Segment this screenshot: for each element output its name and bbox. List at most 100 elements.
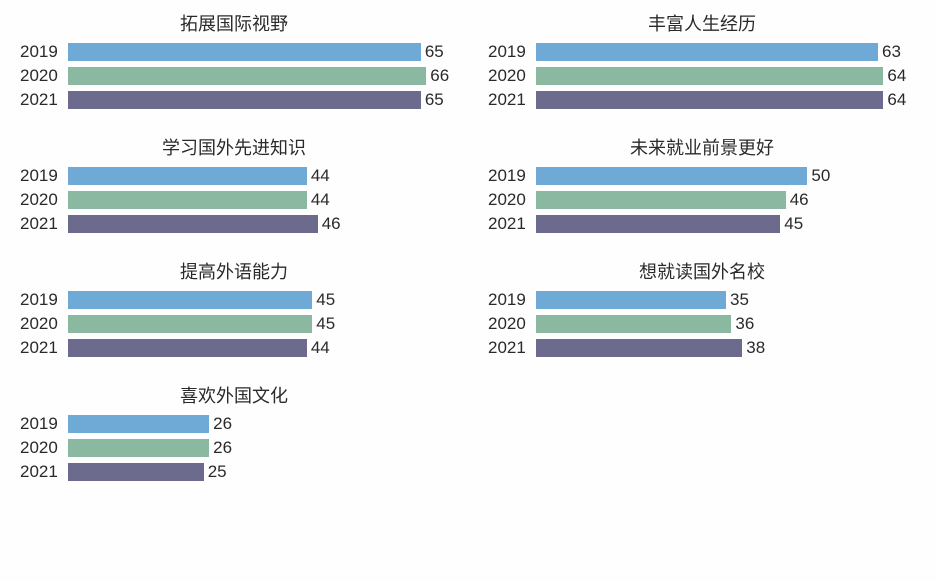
bar-year-label: 2020 (20, 190, 68, 210)
bar-value-label: 35 (730, 290, 749, 310)
bar-track: 66 (68, 67, 448, 85)
bar-year-label: 2019 (20, 414, 68, 434)
chart-grid: 拓展国际视野201965202066202165丰富人生经历2019632020… (20, 10, 916, 482)
bar-fill: 25 (68, 463, 204, 481)
bar-track: 46 (536, 191, 916, 209)
bar-value-label: 25 (208, 462, 227, 482)
bar-year-label: 2021 (488, 214, 536, 234)
bar-track: 26 (68, 439, 448, 457)
bar-fill: 44 (68, 167, 307, 185)
bar-value-label: 63 (882, 42, 901, 62)
bar-track: 46 (68, 215, 448, 233)
bar-row: 201965 (20, 42, 448, 62)
panel-bars: 201944202044202146 (20, 166, 448, 234)
bar-value-label: 45 (316, 290, 335, 310)
bar-value-label: 46 (322, 214, 341, 234)
bar-value-label: 44 (311, 190, 330, 210)
bar-value-label: 64 (887, 66, 906, 86)
bar-fill: 26 (68, 439, 209, 457)
bar-track: 44 (68, 191, 448, 209)
bar-fill: 46 (536, 191, 786, 209)
bar-value-label: 65 (425, 42, 444, 62)
bar-track: 44 (68, 167, 448, 185)
bar-fill: 63 (536, 43, 878, 61)
bar-fill: 44 (68, 191, 307, 209)
bar-year-label: 2020 (20, 66, 68, 86)
bar-row: 202045 (20, 314, 448, 334)
bar-fill: 65 (68, 91, 421, 109)
bar-value-label: 45 (316, 314, 335, 334)
bar-year-label: 2020 (488, 314, 536, 334)
bar-row: 202144 (20, 338, 448, 358)
bar-row: 202064 (488, 66, 916, 86)
bar-year-label: 2020 (488, 66, 536, 86)
bar-year-label: 2019 (488, 290, 536, 310)
chart-panel: 学习国外先进知识201944202044202146 (20, 134, 448, 234)
panel-bars: 201965202066202165 (20, 42, 448, 110)
panel-title: 喜欢外国文化 (20, 382, 448, 408)
bar-row: 202044 (20, 190, 448, 210)
bar-value-label: 36 (735, 314, 754, 334)
bar-track: 26 (68, 415, 448, 433)
bar-year-label: 2020 (488, 190, 536, 210)
panel-title: 未来就业前景更好 (488, 134, 916, 160)
bar-row: 202036 (488, 314, 916, 334)
panel-bars: 201945202045202144 (20, 290, 448, 358)
bar-fill: 36 (536, 315, 731, 333)
bar-value-label: 64 (887, 90, 906, 110)
bar-track: 36 (536, 315, 916, 333)
bar-track: 38 (536, 339, 916, 357)
bar-row: 2021 64 (488, 90, 916, 110)
chart-panel: 喜欢外国文化201926202026202125 (20, 382, 448, 482)
bar-value-label: 66 (430, 66, 449, 86)
bar-row: 202145 (488, 214, 916, 234)
bar-track: 45 (68, 291, 448, 309)
bar-year-label: 2020 (20, 314, 68, 334)
bar-value-label: 26 (213, 438, 232, 458)
bar-value-label: 38 (746, 338, 765, 358)
bar-fill: 66 (68, 67, 426, 85)
bar-value-label: 50 (811, 166, 830, 186)
bar-year-label: 2021 (20, 338, 68, 358)
bar-fill: 64 (536, 67, 883, 85)
bar-fill: 38 (536, 339, 742, 357)
bar-fill: 45 (536, 215, 780, 233)
bar-track: 65 (68, 91, 448, 109)
bar-fill: 44 (68, 339, 307, 357)
bar-row: 201950 (488, 166, 916, 186)
bar-year-label: 2019 (20, 166, 68, 186)
bar-row: 202026 (20, 438, 448, 458)
bar-track: 45 (68, 315, 448, 333)
bar-year-label: 2019 (20, 290, 68, 310)
bar-row: 201945 (20, 290, 448, 310)
bar-value-label: 46 (790, 190, 809, 210)
panel-title: 学习国外先进知识 (20, 134, 448, 160)
bar-value-label: 65 (425, 90, 444, 110)
bar-track: 50 (536, 167, 916, 185)
panel-bars: 201963202064202164 (488, 42, 916, 110)
chart-panel: 提高外语能力201945202045202144 (20, 258, 448, 358)
bar-value-label: 26 (213, 414, 232, 434)
panel-title: 想就读国外名校 (488, 258, 916, 284)
bar-row: 201963 (488, 42, 916, 62)
bar-year-label: 2021 (488, 90, 536, 110)
bar-fill: 46 (68, 215, 318, 233)
bar-year-label: 2021 (20, 462, 68, 482)
panel-title: 提高外语能力 (20, 258, 448, 284)
bar-track: 44 (68, 339, 448, 357)
bar-fill: 26 (68, 415, 209, 433)
bar-row: 202165 (20, 90, 448, 110)
panel-bars: 201950202046202145 (488, 166, 916, 234)
bar-year-label: 2021 (20, 214, 68, 234)
bar-row: 202125 (20, 462, 448, 482)
bar-track: 65 (68, 43, 448, 61)
bar-year-label: 2021 (488, 338, 536, 358)
bar-year-label: 2019 (488, 42, 536, 62)
bar-row: 201926 (20, 414, 448, 434)
bar-fill: 45 (68, 315, 312, 333)
bar-track: 25 (68, 463, 448, 481)
bar-fill: 35 (536, 291, 726, 309)
bar-fill: 45 (68, 291, 312, 309)
bar-track: 64 (536, 91, 916, 109)
bar-value-label: 44 (311, 166, 330, 186)
